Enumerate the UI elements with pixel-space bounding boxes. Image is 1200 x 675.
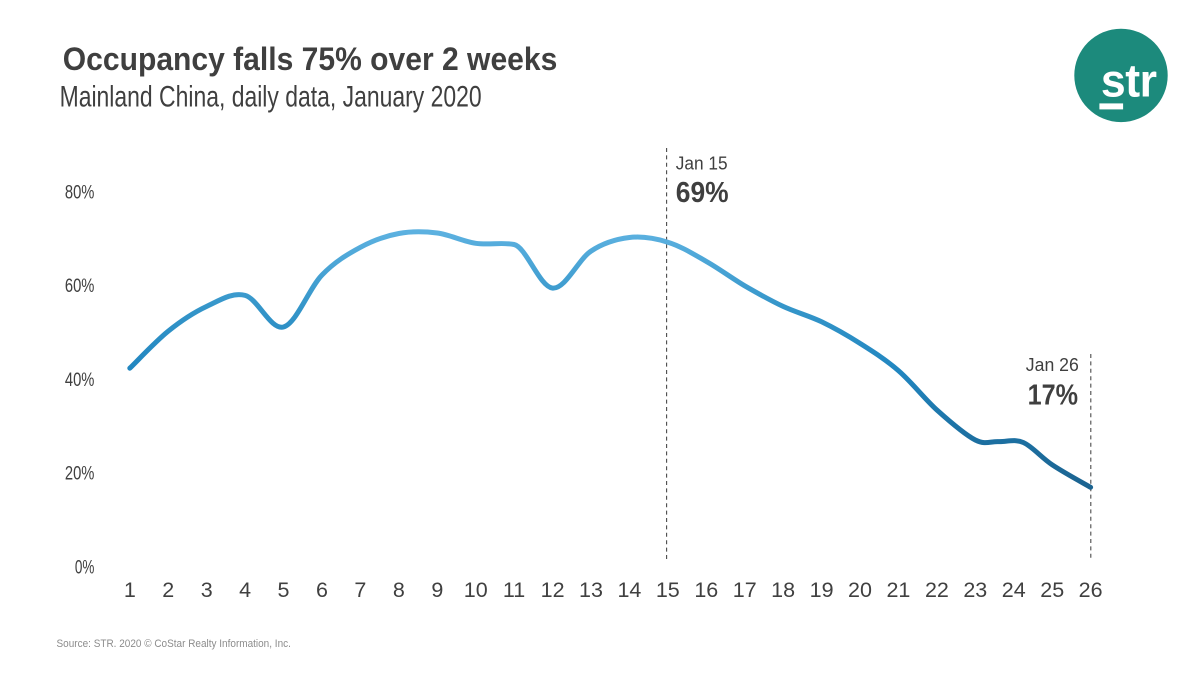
svg-text:9: 9 [431, 578, 443, 602]
svg-text:15: 15 [656, 578, 680, 602]
svg-text:11: 11 [503, 578, 525, 602]
svg-text:Occupancy falls 75% over 2 wee: Occupancy falls 75% over 2 weeks [63, 41, 558, 77]
svg-text:20%: 20% [65, 464, 95, 485]
svg-text:0%: 0% [75, 557, 95, 578]
svg-text:22: 22 [925, 578, 949, 602]
svg-text:16: 16 [694, 578, 718, 602]
svg-text:Source: STR. 2020 © CoStar Rea: Source: STR. 2020 © CoStar Realty Inform… [57, 638, 291, 650]
svg-text:5: 5 [278, 578, 290, 602]
svg-text:10: 10 [464, 578, 488, 602]
svg-text:26: 26 [1079, 578, 1103, 602]
svg-text:69%: 69% [676, 177, 729, 209]
svg-text:1: 1 [124, 578, 136, 602]
svg-text:12: 12 [541, 578, 565, 602]
svg-text:24: 24 [1002, 578, 1026, 602]
svg-text:17%: 17% [1028, 380, 1079, 412]
svg-text:7: 7 [354, 578, 366, 602]
svg-text:19: 19 [810, 578, 834, 602]
svg-text:18: 18 [771, 578, 795, 602]
svg-text:80%: 80% [65, 182, 95, 203]
svg-text:23: 23 [963, 578, 987, 602]
svg-text:Jan 15: Jan 15 [676, 152, 728, 173]
svg-text:3: 3 [201, 578, 213, 602]
svg-text:13: 13 [579, 578, 603, 602]
svg-text:25: 25 [1040, 578, 1064, 602]
svg-text:Jan 26: Jan 26 [1026, 354, 1079, 375]
svg-text:6: 6 [316, 578, 328, 602]
svg-text:8: 8 [393, 578, 405, 602]
svg-text:2: 2 [162, 578, 174, 602]
svg-text:17: 17 [733, 578, 757, 602]
svg-text:str: str [1101, 55, 1157, 107]
svg-text:60%: 60% [65, 276, 95, 297]
svg-text:21: 21 [886, 578, 910, 602]
svg-text:4: 4 [239, 578, 251, 602]
svg-text:Mainland China, daily data, Ja: Mainland China, daily data, January 2020 [60, 80, 482, 113]
svg-text:40%: 40% [65, 370, 95, 391]
svg-text:20: 20 [848, 578, 872, 602]
svg-text:14: 14 [617, 578, 641, 602]
